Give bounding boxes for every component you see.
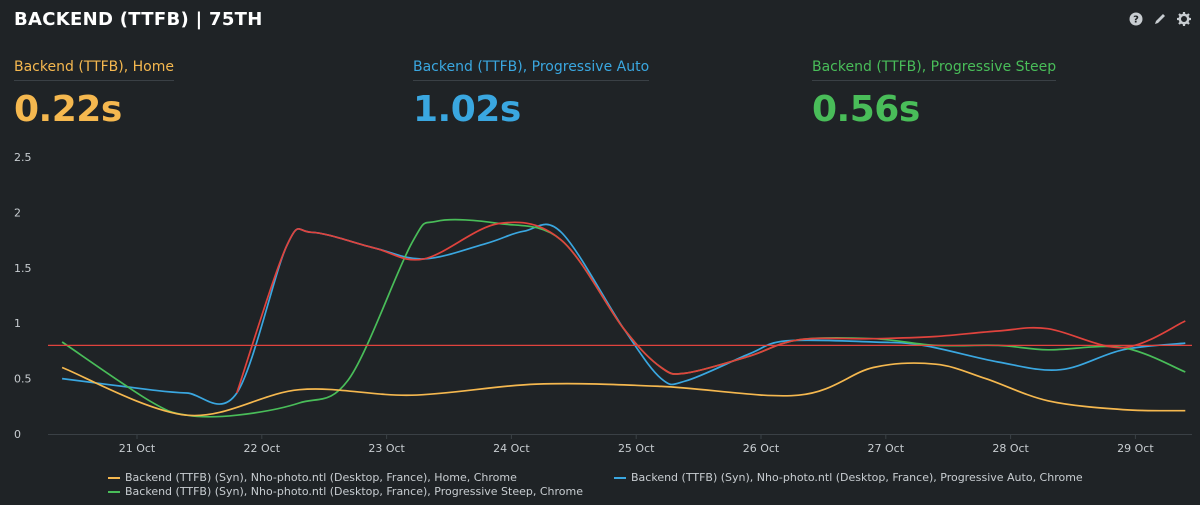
x-tick-label: 28 Oct — [992, 442, 1029, 455]
legend-item-progressive-auto[interactable]: Backend (TTFB) (Syn), Nho-photo.ntl (Des… — [614, 471, 1083, 484]
metric-home: Backend (TTFB), Home 0.22s — [14, 56, 174, 130]
metric-progressive-auto: Backend (TTFB), Progressive Auto 1.02s — [413, 56, 650, 130]
x-tick-label: 22 Oct — [244, 442, 281, 455]
metric-progressive-auto-label[interactable]: Backend (TTFB), Progressive Auto — [413, 59, 650, 81]
x-tick-label: 24 Oct — [493, 442, 530, 455]
metric-progressive-steep-value: 0.56s — [812, 89, 920, 130]
legend-label-home: Backend (TTFB) (Syn), Nho-photo.ntl (Des… — [125, 471, 517, 484]
metric-progressive-steep-label[interactable]: Backend (TTFB), Progressive Steep — [812, 59, 1057, 81]
panel-toolbar: ? — [1128, 11, 1192, 27]
legend-item-home[interactable]: Backend (TTFB) (Syn), Nho-photo.ntl (Des… — [108, 471, 517, 484]
series-line-red — [235, 221, 1186, 394]
y-tick-label: 2.5 — [14, 151, 32, 164]
y-tick-label: 1.5 — [14, 262, 32, 275]
series-line-progressive-steep — [61, 218, 1186, 418]
y-tick-label: 1 — [14, 317, 21, 330]
panel-title: BACKEND (TTFB) | 75TH — [14, 9, 263, 30]
legend-swatch-home — [108, 476, 120, 479]
y-tick-label: 0.5 — [14, 373, 32, 386]
help-icon[interactable]: ? — [1128, 11, 1144, 27]
x-tick-label: 26 Oct — [743, 442, 780, 455]
pencil-icon[interactable] — [1152, 11, 1168, 27]
gear-icon[interactable] — [1176, 11, 1192, 27]
x-tick-label: 27 Oct — [868, 442, 905, 455]
metric-progressive-auto-value: 1.02s — [413, 89, 521, 130]
metric-home-value: 0.22s — [14, 89, 122, 130]
x-tick-label: 29 Oct — [1117, 442, 1154, 455]
ttfb-line-chart: 0 0.5 1 1.5 2 2.5 21 Oct 22 Oct 23 Oct 24 Oct 25 O… — [14, 151, 1192, 455]
series-line-progressive-auto — [61, 223, 1186, 405]
legend-swatch-progressive-steep — [108, 490, 120, 493]
y-tick-label: 0 — [14, 428, 21, 441]
metric-progressive-steep: Backend (TTFB), Progressive Steep 0.56s — [812, 56, 1057, 130]
legend-label-progressive-auto: Backend (TTFB) (Syn), Nho-photo.ntl (Des… — [631, 471, 1083, 484]
series-line-home — [61, 362, 1186, 417]
x-tick-label: 21 Oct — [119, 442, 156, 455]
legend-swatch-progressive-auto — [614, 476, 626, 479]
y-tick-label: 2 — [14, 206, 21, 219]
legend-label-progressive-steep: Backend (TTFB) (Syn), Nho-photo.ntl (Des… — [125, 485, 583, 498]
svg-text:?: ? — [1133, 15, 1139, 26]
legend-item-progressive-steep[interactable]: Backend (TTFB) (Syn), Nho-photo.ntl (Des… — [108, 485, 583, 498]
x-tick-label: 23 Oct — [368, 442, 405, 455]
metric-home-label[interactable]: Backend (TTFB), Home — [14, 59, 174, 81]
x-tick-label: 25 Oct — [618, 442, 655, 455]
